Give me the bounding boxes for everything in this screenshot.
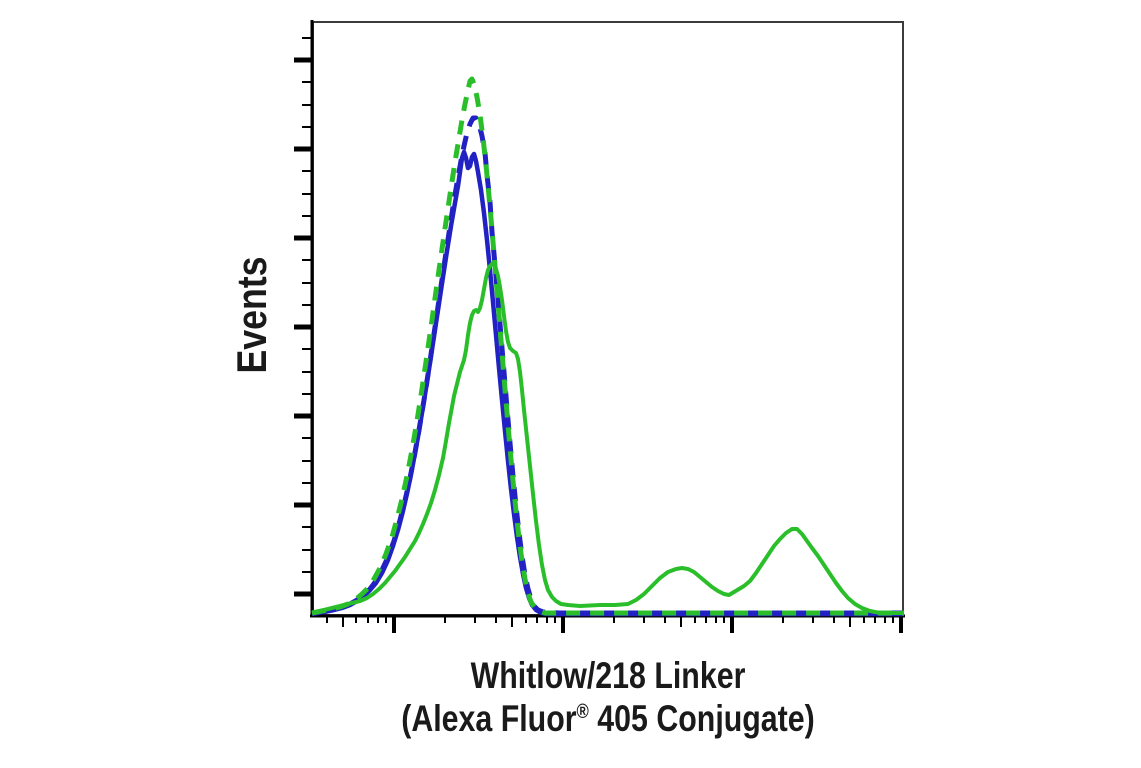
y-axis-label: Events <box>228 256 275 374</box>
y-axis-ticks <box>294 37 312 597</box>
x-axis-title-line2-post: 405 Conjugate) <box>588 698 815 739</box>
x-axis-title: Whitlow/218 Linker (Alexa Fluor® 405 Con… <box>312 654 904 747</box>
series-sample-solid-blue <box>311 149 904 617</box>
x-axis-title-line2: (Alexa Fluor® 405 Conjugate) <box>365 697 850 747</box>
series-control-dashed-blue <box>311 115 904 616</box>
series-control-dashed-green <box>311 76 904 616</box>
series-sample-solid-green <box>311 262 904 615</box>
x-axis-ticks <box>326 616 903 633</box>
registered-trademark-symbol: ® <box>576 701 589 724</box>
x-axis-title-line1: Whitlow/218 Linker <box>470 655 746 696</box>
x-axis-title-line2-pre: (Alexa Fluor <box>401 698 577 739</box>
plot-frame <box>312 21 904 616</box>
